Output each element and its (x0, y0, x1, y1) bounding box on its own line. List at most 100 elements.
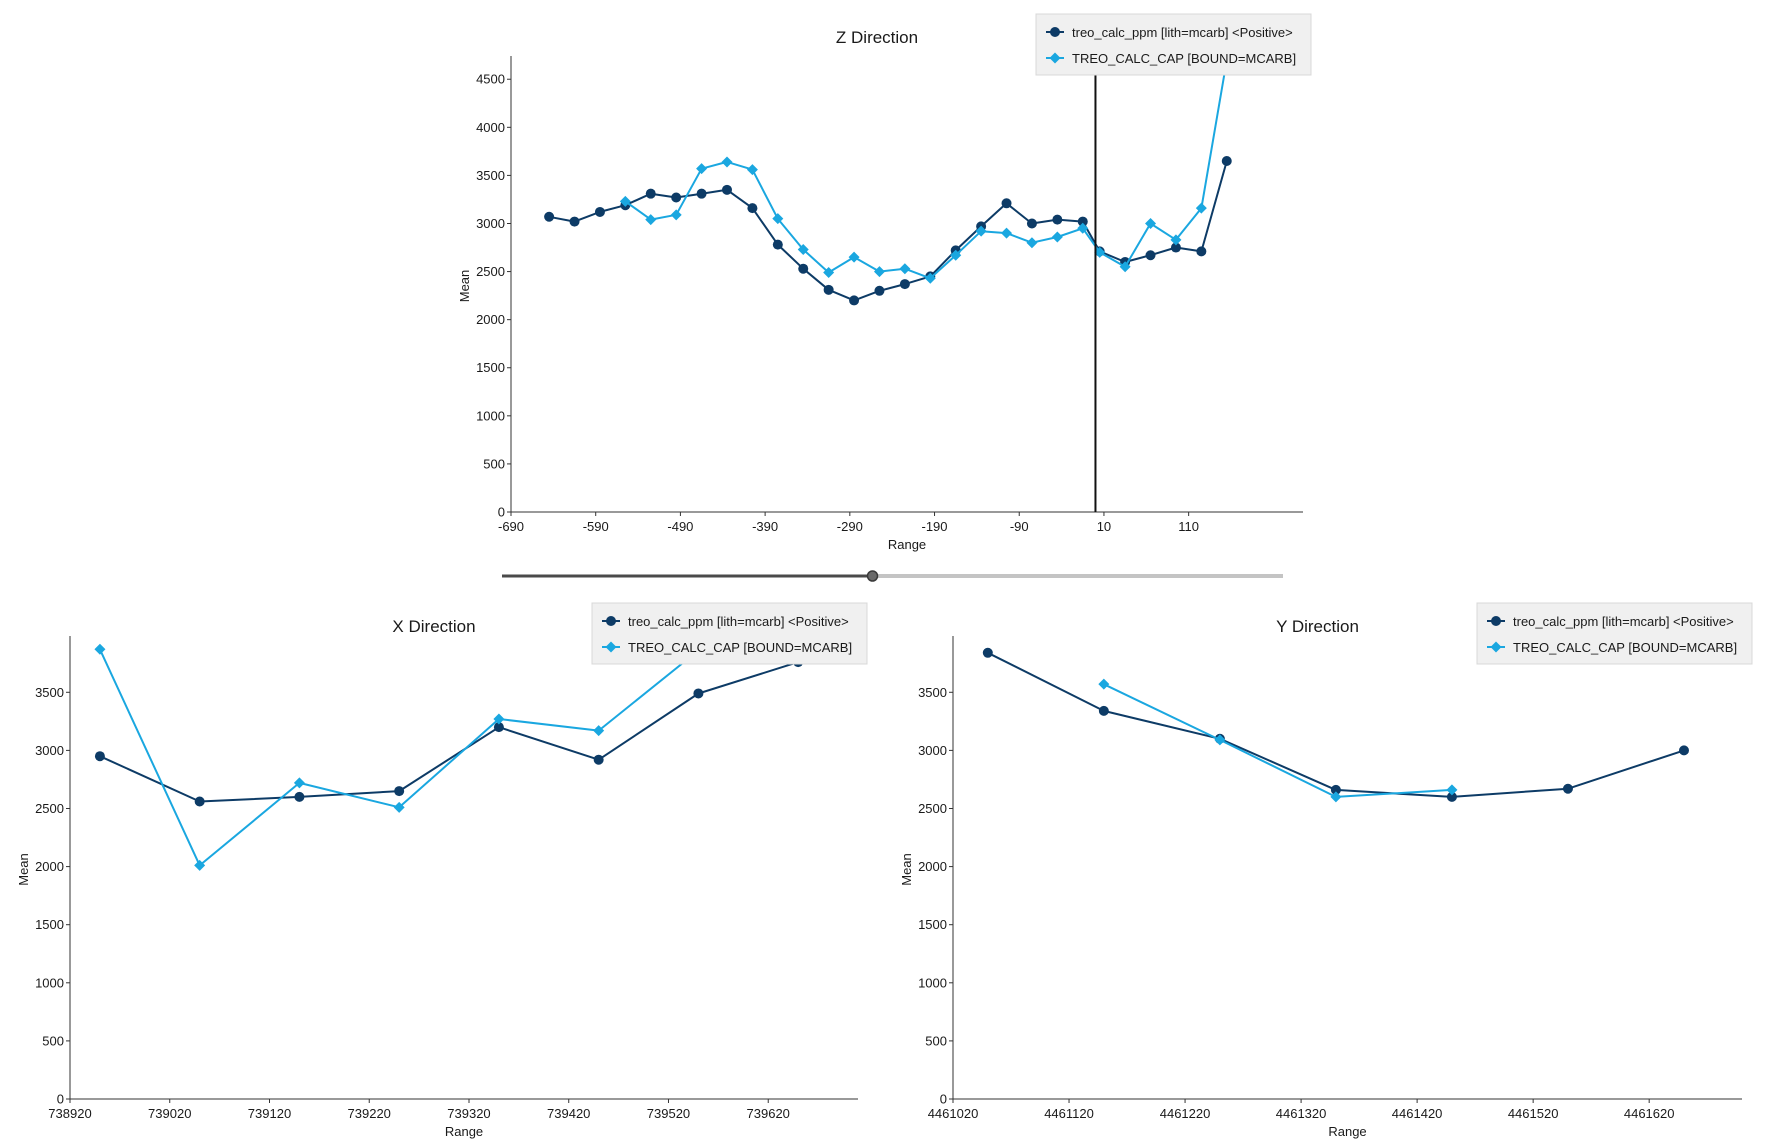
z-series-treo-calc-ppm-point (747, 203, 758, 214)
y-series-treo-calc-cap-point (1098, 678, 1110, 690)
z-series-treo-calc-cap-point (619, 195, 631, 207)
z-series-treo-calc-ppm-point (722, 184, 732, 195)
y-legend-label-dark: treo_calc_ppm [lith=mcarb] <Positive> (1513, 614, 1734, 629)
y-y-tick-label: 2000 (918, 859, 947, 874)
y-series-treo-calc-ppm-point (1446, 791, 1457, 802)
y-y-tick-label: 3000 (918, 743, 947, 758)
y-series-treo-calc-cap-point (1214, 734, 1226, 746)
x-x-tick-label: 739520 (647, 1106, 690, 1121)
z-y-tick-label: 1000 (476, 408, 505, 423)
z-series-treo-calc-ppm-point (798, 263, 809, 274)
x-x-tick-label: 739320 (447, 1106, 490, 1121)
y-legend (1476, 602, 1753, 665)
z-series-treo-calc-cap-point (696, 163, 708, 175)
z-series-treo-calc-cap-point (1077, 222, 1089, 234)
z-series-treo-calc-cap-point (1170, 234, 1182, 246)
z-x-tick-label: -190 (922, 519, 948, 534)
z-series-treo-calc-ppm-point (671, 192, 682, 203)
x-legend-marker-light (605, 641, 617, 653)
x-legend (591, 602, 868, 665)
x-x-tick-label: 739120 (248, 1106, 291, 1121)
z-x-tick-label: -90 (1010, 519, 1029, 534)
z-legend (1035, 13, 1312, 76)
z-series-treo-calc-cap-point (746, 164, 758, 176)
x-series-treo-calc-cap-point (393, 801, 405, 813)
x-series-treo-calc-ppm-point (693, 688, 704, 699)
y-legend-marker-dark (1491, 616, 1501, 626)
x-y-axis-label: Mean (16, 853, 31, 886)
z-x-tick-label: -290 (837, 519, 863, 534)
z-y-tick-label: 1500 (476, 360, 505, 375)
y-x-tick-label: 4461220 (1160, 1106, 1211, 1121)
z-x-tick-label: -590 (583, 519, 609, 534)
z-legend-marker-light (1049, 52, 1061, 64)
z-series-treo-calc-cap-point (721, 156, 733, 168)
x-y-tick-label: 1000 (35, 975, 64, 990)
z-series-treo-calc-cap-point (670, 209, 682, 221)
x-y-tick-label: 1500 (35, 917, 64, 932)
x-series-treo-calc-cap-point (94, 643, 106, 655)
z-series-treo-calc-cap-point (873, 266, 885, 278)
z-series-treo-calc-ppm-line (548, 160, 1228, 302)
z-series-treo-calc-ppm-point (1077, 216, 1088, 227)
y-y-tick-label: 1000 (918, 975, 947, 990)
z-series-treo-calc-ppm-point (594, 206, 605, 217)
y-y-axis-label: Mean (899, 853, 914, 886)
y-x-tick-label: 4461120 (1044, 1106, 1094, 1121)
x-series-treo-calc-cap-point (293, 777, 305, 789)
z-series-treo-calc-ppm-point (1001, 198, 1012, 209)
y-series-treo-calc-ppm-line (987, 651, 1685, 798)
range-slider-thumb[interactable] (866, 570, 879, 582)
z-series-treo-calc-ppm-point (1026, 218, 1037, 229)
z-series-treo-calc-cap-point (899, 263, 911, 275)
x-x-tick-label: 738920 (48, 1106, 91, 1121)
y-legend-label-light: TREO_CALC_CAP [BOUND=MCARB] (1513, 640, 1737, 655)
x-legend-marker-dark (606, 616, 616, 626)
z-y-tick-label: 0 (498, 505, 505, 520)
y-y-tick-label: 1500 (918, 917, 947, 932)
z-x-axis-label: Range (888, 537, 926, 552)
z-series-treo-calc-cap-point (797, 243, 809, 255)
z-series-treo-calc-ppm-point (1052, 214, 1063, 225)
x-y-tick-label: 2500 (35, 801, 64, 816)
z-y-tick-label: 3000 (476, 216, 505, 231)
z-y-tick-label: 4000 (476, 120, 505, 135)
z-series-treo-calc-cap-point (1145, 217, 1157, 229)
y-series-treo-calc-cap-line (1103, 683, 1452, 798)
x-chart-title: X Direction (392, 617, 475, 636)
z-series-treo-calc-cap-point (772, 213, 784, 225)
y-x-tick-label: 4461620 (1624, 1106, 1675, 1121)
y-x-tick-label: 4461520 (1508, 1106, 1559, 1121)
x-legend-label-dark: treo_calc_ppm [lith=mcarb] <Positive> (628, 614, 849, 629)
y-y-tick-label: 3500 (918, 685, 947, 700)
z-series-treo-calc-ppm-point (823, 284, 834, 295)
y-y-tick-label: 2500 (918, 801, 947, 816)
y-series-treo-calc-ppm-point (1330, 784, 1341, 795)
z-series-treo-calc-cap-point (848, 251, 860, 263)
z-series-treo-calc-ppm-point (1196, 246, 1207, 257)
z-x-tick-label: -690 (498, 519, 524, 534)
z-series-treo-calc-cap-point (645, 214, 657, 226)
z-series-treo-calc-ppm-point (544, 211, 555, 222)
x-series-treo-calc-cap-point (194, 859, 206, 871)
y-chart-title: Y Direction (1276, 617, 1359, 636)
z-legend-label-dark: treo_calc_ppm [lith=mcarb] <Positive> (1072, 25, 1293, 40)
x-x-tick-label: 739020 (148, 1106, 191, 1121)
x-series-treo-calc-ppm-point (94, 751, 105, 762)
x-series-treo-calc-ppm-point (294, 791, 305, 802)
z-series-treo-calc-ppm-point (645, 188, 656, 199)
x-y-tick-label: 3000 (35, 743, 64, 758)
z-series-treo-calc-cap-point (1051, 231, 1063, 243)
x-y-tick-label: 500 (42, 1033, 64, 1048)
z-series-treo-calc-ppm-point (569, 216, 580, 227)
z-series-treo-calc-ppm-point (772, 239, 783, 250)
z-x-tick-label: 110 (1178, 519, 1199, 534)
x-series-treo-calc-cap-point (493, 713, 505, 725)
y-series-treo-calc-ppm-point (982, 647, 993, 658)
y-series-treo-calc-ppm-point (1678, 745, 1689, 756)
x-x-tick-label: 739420 (547, 1106, 590, 1121)
y-series-treo-calc-cap-point (1446, 784, 1458, 796)
